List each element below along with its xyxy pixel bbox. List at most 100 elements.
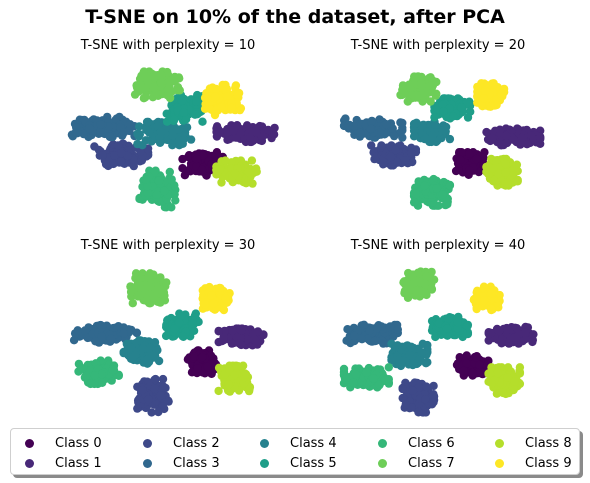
point-class-4 xyxy=(418,349,426,357)
point-class-9 xyxy=(480,94,488,102)
point-class-3 xyxy=(120,329,128,337)
point-class-9 xyxy=(201,300,209,308)
point-class-0 xyxy=(475,361,483,369)
point-class-8 xyxy=(502,168,510,176)
point-class-2 xyxy=(138,386,146,394)
point-class-8 xyxy=(242,370,250,378)
cluster-class-8 xyxy=(482,155,522,190)
point-class-3 xyxy=(81,326,89,334)
point-class-2 xyxy=(117,157,125,165)
point-class-2 xyxy=(401,156,409,164)
point-class-8 xyxy=(224,380,232,388)
point-class-6 xyxy=(171,196,179,204)
point-class-4 xyxy=(156,139,164,147)
point-class-2 xyxy=(117,149,125,157)
scatter-panel-4 xyxy=(340,267,538,416)
point-class-1 xyxy=(215,128,223,136)
point-class-1 xyxy=(536,134,544,142)
point-class-7 xyxy=(174,83,182,91)
point-class-4 xyxy=(187,135,195,143)
point-class-2 xyxy=(391,146,399,154)
point-class-4 xyxy=(169,131,177,139)
point-class-5 xyxy=(457,103,465,111)
point-class-5 xyxy=(163,110,171,118)
point-class-5 xyxy=(192,98,200,106)
point-class-2 xyxy=(377,141,385,149)
point-class-4 xyxy=(139,345,147,353)
point-class-3 xyxy=(398,133,406,141)
point-class-1 xyxy=(229,127,237,135)
point-class-9 xyxy=(212,85,220,93)
point-class-7 xyxy=(157,71,165,79)
point-class-3 xyxy=(97,120,105,128)
point-class-4 xyxy=(405,351,413,359)
point-class-9 xyxy=(232,81,240,89)
point-class-7 xyxy=(157,78,165,86)
point-class-8 xyxy=(231,169,239,177)
point-class-6 xyxy=(78,365,86,373)
point-class-4 xyxy=(143,356,151,364)
point-class-3 xyxy=(91,337,99,345)
point-class-0 xyxy=(198,353,206,361)
cluster-class-1 xyxy=(482,124,544,149)
point-class-6 xyxy=(160,187,168,195)
cluster-class-1 xyxy=(485,323,538,348)
point-class-1 xyxy=(228,327,236,335)
point-class-2 xyxy=(407,149,415,157)
point-class-1 xyxy=(529,330,537,338)
point-class-1 xyxy=(496,126,504,134)
point-class-0 xyxy=(468,369,476,377)
cluster-class-6 xyxy=(135,167,179,212)
point-class-4 xyxy=(397,362,405,370)
point-class-5 xyxy=(440,107,448,115)
point-class-3 xyxy=(86,124,94,132)
point-class-3 xyxy=(344,121,352,129)
point-class-1 xyxy=(521,329,529,337)
cluster-class-3 xyxy=(68,113,139,141)
point-class-6 xyxy=(412,190,420,198)
point-class-8 xyxy=(503,179,511,187)
point-class-3 xyxy=(394,325,402,333)
cluster-class-1 xyxy=(212,121,278,146)
point-class-6 xyxy=(446,181,454,189)
point-class-4 xyxy=(135,122,143,130)
point-class-5 xyxy=(189,319,197,327)
point-class-4 xyxy=(157,128,165,136)
point-class-0 xyxy=(193,364,201,372)
point-class-1 xyxy=(228,339,236,347)
cluster-class-1 xyxy=(215,324,268,349)
point-class-1 xyxy=(512,334,520,342)
point-class-2 xyxy=(402,400,410,408)
point-class-7 xyxy=(150,83,158,91)
cluster-class-7 xyxy=(126,269,170,307)
point-class-7 xyxy=(165,85,173,93)
point-class-0 xyxy=(457,148,465,156)
cluster-class-2 xyxy=(367,141,420,169)
point-class-7 xyxy=(167,76,175,84)
point-class-4 xyxy=(135,336,143,344)
point-class-7 xyxy=(396,91,404,99)
point-class-1 xyxy=(215,327,223,335)
point-class-4 xyxy=(412,119,420,127)
point-class-1 xyxy=(497,339,505,347)
point-class-9 xyxy=(216,284,224,292)
point-class-6 xyxy=(91,371,99,379)
point-class-1 xyxy=(513,324,521,332)
point-class-2 xyxy=(409,386,417,394)
scatter-panel-1 xyxy=(68,67,279,211)
point-class-1 xyxy=(218,337,226,345)
point-class-6 xyxy=(433,184,441,192)
point-class-1 xyxy=(482,128,490,136)
point-class-2 xyxy=(102,160,110,168)
point-class-1 xyxy=(488,134,496,142)
point-class-5 xyxy=(198,118,206,126)
cluster-class-3 xyxy=(340,114,407,141)
cluster-class-6 xyxy=(74,356,123,388)
point-class-1 xyxy=(252,337,260,345)
cluster-class-7 xyxy=(396,72,440,106)
point-class-4 xyxy=(135,132,143,140)
point-class-9 xyxy=(209,300,217,308)
point-class-3 xyxy=(371,337,379,345)
point-class-7 xyxy=(134,279,142,287)
